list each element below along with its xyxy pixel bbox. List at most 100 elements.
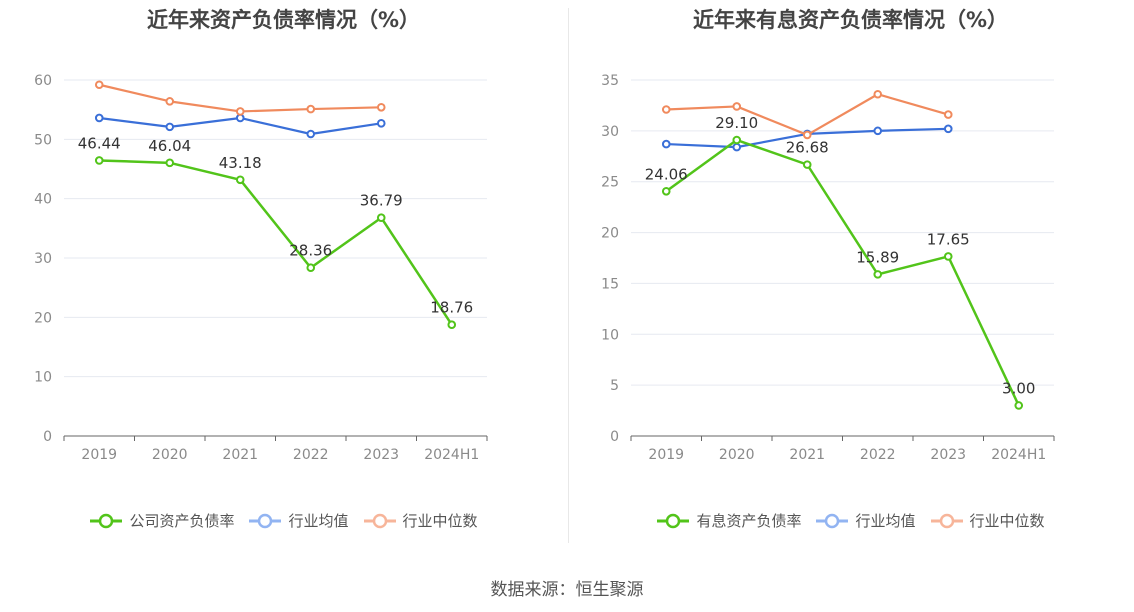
x-tick-label: 2020 (152, 447, 188, 463)
series-industry-median-point (802, 130, 812, 140)
legend-label: 行业中位数 (969, 512, 1045, 530)
series-industry-median-line (666, 93, 949, 137)
data-label: 36.79 (360, 192, 403, 210)
x-tick-label: 2021 (789, 447, 825, 463)
series-industry-median-point (306, 104, 316, 114)
data-label: 46.44 (78, 134, 121, 152)
series-industry-median-point (873, 89, 883, 99)
series-industry-median-point (661, 105, 671, 114)
legend-avg-icon (249, 513, 282, 528)
series-industry-median-point (165, 97, 175, 106)
series-main-point (661, 186, 671, 196)
chart-title: 近年来资产负债率情况（%） (146, 8, 421, 32)
data-label: 26.68 (786, 139, 829, 157)
legend-main-icon (90, 513, 123, 528)
x-tick-label: 2020 (719, 447, 755, 463)
series-industry-avg-point (943, 124, 953, 134)
series-main-point (376, 213, 386, 223)
series-main-point (943, 252, 953, 261)
legend-label: 行业均值 (288, 512, 349, 530)
chart-svg: 0 10 20 30 40 50 60 2019 2020 2021 2022 2023 2024H1 4… (34, 73, 488, 463)
x-tick-label: 2019 (648, 447, 684, 463)
x-tick-label: 2022 (860, 447, 896, 463)
data-label: 24.06 (645, 165, 688, 183)
y-tick-label: 30 (601, 124, 619, 140)
x-tick-label: 2021 (222, 447, 258, 463)
series-main-line (99, 159, 453, 326)
series-main-point (1014, 401, 1024, 410)
x-tick-label: 2019 (81, 447, 117, 463)
series-industry-avg-point (661, 139, 671, 149)
data-source: 数据来源：恒生聚源 (490, 580, 644, 600)
data-label: 46.04 (148, 137, 191, 155)
legend: 有息资产负债率 行业均值 行业中位数 (567, 510, 1134, 531)
legend-item-avg[interactable]: 行业均值 (815, 510, 916, 531)
series-industry-median-point (943, 110, 953, 119)
chart-panel-interest-debt-ratio: 近年来有息资产负债率情况（%） 0 5 10 15 20 25 30 35 2019 2020 20… (567, 0, 1134, 560)
data-label: 29.10 (715, 114, 758, 132)
series-main-point (165, 158, 175, 168)
series-main-point (732, 135, 742, 145)
series-industry-median-point (235, 107, 245, 116)
series-main-point (235, 175, 245, 185)
series-main-point (802, 160, 812, 169)
series-main-point (94, 156, 104, 165)
legend-median-icon (363, 513, 396, 528)
x-tick-label: 2022 (293, 447, 329, 463)
legend-item-main[interactable]: 有息资产负债率 (656, 510, 801, 531)
series-main-point (873, 270, 883, 279)
series-industry-avg-point (94, 113, 104, 123)
legend-label: 行业均值 (855, 512, 916, 530)
series-industry-avg-point (165, 122, 175, 132)
data-label: 28.36 (289, 242, 332, 260)
y-tick-label: 35 (601, 73, 619, 89)
y-tick-label: 0 (610, 429, 619, 445)
legend-avg-icon (816, 513, 849, 528)
x-tick-label: 2023 (363, 447, 399, 463)
y-tick-label: 10 (34, 370, 52, 386)
legend-item-main[interactable]: 公司资产负债率 (89, 510, 234, 531)
series-industry-avg-point (732, 142, 742, 152)
y-tick-label: 0 (43, 429, 52, 445)
legend-main-icon (657, 513, 690, 528)
data-label: 43.18 (219, 154, 262, 172)
series-industry-median-point (376, 102, 386, 112)
y-tick-label: 5 (610, 378, 619, 394)
series-industry-median-point (732, 102, 742, 111)
y-tick-label: 15 (601, 276, 619, 292)
legend: 公司资产负债率 行业均值 行业中位数 (0, 510, 567, 531)
x-tick-label: 2023 (930, 447, 966, 463)
series-main-point (447, 320, 457, 329)
legend-label: 公司资产负债率 (129, 512, 235, 530)
y-tick-label: 25 (601, 175, 619, 191)
legend-item-median[interactable]: 行业中位数 (363, 510, 478, 531)
y-tick-label: 50 (34, 132, 52, 148)
legend-item-median[interactable]: 行业中位数 (930, 510, 1045, 531)
series-industry-avg-point (376, 119, 386, 128)
chart-svg: 0 5 10 15 20 25 30 35 2019 2020 2021 2022 2023 2024H1… (601, 73, 1055, 463)
legend-label: 有息资产负债率 (696, 512, 802, 530)
chart-title: 近年来有息资产负债率情况（%） (692, 8, 1009, 32)
y-tick-label: 20 (601, 226, 619, 242)
x-tick-label: 2024H1 (424, 447, 479, 463)
x-tick-label: 2024H1 (991, 447, 1046, 463)
chart-panel-debt-ratio: 近年来资产负债率情况（%） 0 10 20 30 40 50 60 2019 2020 2021 2… (0, 0, 567, 560)
y-tick-label: 10 (601, 327, 619, 343)
y-tick-label: 60 (34, 73, 52, 89)
y-tick-label: 20 (34, 310, 52, 326)
data-label: 15.89 (856, 248, 899, 266)
legend-median-icon (930, 513, 963, 528)
panel-divider (568, 8, 569, 543)
legend-label: 行业中位数 (402, 512, 478, 530)
data-label: 17.65 (927, 230, 970, 248)
series-main-line (665, 138, 1020, 407)
series-main-point (306, 263, 316, 273)
series-industry-median-point (94, 80, 104, 90)
data-label: 18.76 (430, 299, 473, 317)
series-industry-avg-point (873, 126, 883, 136)
y-tick-label: 30 (34, 251, 52, 267)
series-industry-avg-point (306, 129, 316, 139)
data-label: 3.00 (1002, 379, 1035, 397)
y-tick-label: 40 (34, 192, 52, 208)
legend-item-avg[interactable]: 行业均值 (248, 510, 349, 531)
